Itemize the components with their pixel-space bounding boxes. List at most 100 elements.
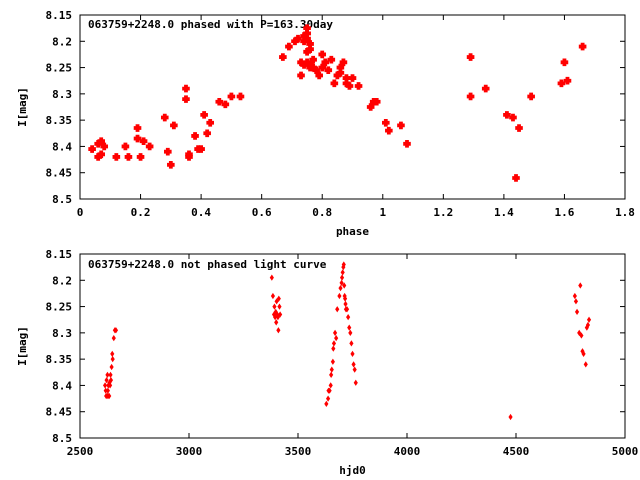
y-tick-label: 8.3 bbox=[52, 327, 72, 340]
data-point bbox=[103, 387, 108, 394]
data-point bbox=[100, 142, 109, 151]
data-point bbox=[573, 298, 579, 305]
data-point bbox=[348, 329, 353, 336]
unphased-chart: 2500 3000 3500 4000 4500 5000 8.15 8.2 8.25 8.3 8.… bbox=[16, 248, 638, 477]
data-point bbox=[339, 58, 348, 67]
data-point bbox=[335, 306, 340, 313]
data-point bbox=[481, 84, 490, 93]
data-point bbox=[403, 140, 411, 148]
data-point bbox=[108, 382, 113, 389]
data-point bbox=[111, 334, 116, 342]
data-point bbox=[164, 147, 172, 156]
y-tick-label: 8.35 bbox=[46, 353, 73, 366]
x-tick-label: 1.2 bbox=[433, 206, 453, 219]
data-point bbox=[121, 142, 130, 151]
data-point bbox=[326, 395, 331, 402]
data-point bbox=[578, 42, 587, 51]
data-point bbox=[332, 329, 338, 336]
y-tick-label: 8.15 bbox=[46, 9, 73, 22]
data-point bbox=[563, 76, 572, 85]
data-point bbox=[574, 308, 580, 315]
data-point bbox=[197, 145, 205, 153]
data-point bbox=[329, 366, 334, 373]
chart-title: 063759+2248.0 not phased light curve bbox=[88, 258, 327, 271]
data-point bbox=[167, 161, 175, 169]
data-point bbox=[382, 118, 390, 127]
data-point bbox=[586, 316, 592, 323]
data-point bbox=[579, 332, 584, 339]
data-point bbox=[108, 371, 113, 379]
data-point bbox=[372, 97, 381, 106]
data-point bbox=[318, 63, 327, 72]
data-point bbox=[331, 340, 337, 347]
y-tick-label: 8.45 bbox=[46, 406, 73, 419]
data-point bbox=[397, 121, 405, 130]
data-point bbox=[279, 53, 287, 61]
data-point bbox=[274, 319, 279, 326]
data-point bbox=[351, 361, 356, 368]
x-tick-label: 0.6 bbox=[252, 206, 272, 219]
data-point bbox=[345, 82, 354, 90]
y-tick-label: 8.2 bbox=[52, 35, 72, 48]
data-point bbox=[306, 45, 314, 53]
data-point bbox=[309, 55, 317, 64]
x-tick-label: 4000 bbox=[394, 445, 421, 458]
data-point bbox=[269, 274, 274, 281]
data-point bbox=[352, 366, 357, 373]
data-point bbox=[321, 58, 330, 67]
data-point bbox=[344, 306, 350, 313]
data-point bbox=[560, 58, 569, 67]
data-point bbox=[206, 118, 214, 127]
data-point bbox=[583, 361, 588, 368]
data-point bbox=[324, 400, 329, 407]
x-tick-label: 3500 bbox=[285, 445, 312, 458]
x-axis-label: phase bbox=[336, 225, 369, 238]
data-point bbox=[139, 137, 148, 145]
data-point bbox=[466, 53, 475, 61]
data-point bbox=[278, 311, 283, 318]
y-tick-label: 8.25 bbox=[46, 301, 73, 314]
data-point bbox=[334, 334, 339, 342]
plot-frame bbox=[79, 253, 626, 439]
data-point bbox=[104, 377, 109, 384]
data-point bbox=[342, 282, 347, 289]
data-point bbox=[97, 137, 105, 145]
chart-title: 063759+2248.0 phased with P=163.30day bbox=[88, 18, 333, 31]
data-point bbox=[578, 282, 583, 289]
data-point bbox=[508, 413, 513, 421]
y-tick-label: 8.2 bbox=[52, 274, 72, 287]
x-axis-label: hjd0 bbox=[339, 464, 366, 477]
x-tick-label: 5000 bbox=[612, 445, 639, 458]
data-point bbox=[339, 274, 345, 281]
data-point bbox=[327, 55, 336, 64]
y-tick-label: 8.45 bbox=[46, 167, 73, 180]
data-point bbox=[527, 92, 535, 101]
x-tick-label: 0.8 bbox=[312, 206, 332, 219]
data-point bbox=[270, 292, 276, 300]
data-point bbox=[105, 371, 110, 379]
x-tick-label: 0.4 bbox=[191, 206, 211, 219]
data-point bbox=[136, 153, 145, 161]
data-point bbox=[272, 303, 277, 310]
data-point bbox=[315, 71, 323, 80]
data-point bbox=[133, 124, 142, 132]
data-point bbox=[324, 66, 333, 74]
data-point bbox=[191, 132, 199, 140]
data-point bbox=[215, 97, 224, 106]
data-point bbox=[340, 269, 345, 276]
y-tick-label: 8.4 bbox=[52, 379, 72, 392]
data-point bbox=[343, 300, 348, 308]
data-point bbox=[300, 37, 308, 46]
data-point bbox=[133, 134, 142, 143]
data-point bbox=[110, 356, 115, 363]
data-point bbox=[109, 363, 114, 371]
data-point bbox=[303, 29, 311, 38]
y-tick-label: 8.25 bbox=[46, 62, 73, 75]
data-point bbox=[350, 350, 355, 358]
data-point bbox=[336, 69, 345, 77]
x-tick-label: 0.2 bbox=[131, 206, 151, 219]
data-point bbox=[113, 327, 119, 334]
y-tick-label: 8.5 bbox=[52, 432, 72, 445]
data-point bbox=[354, 82, 363, 90]
y-tick-label: 8.3 bbox=[52, 88, 72, 101]
